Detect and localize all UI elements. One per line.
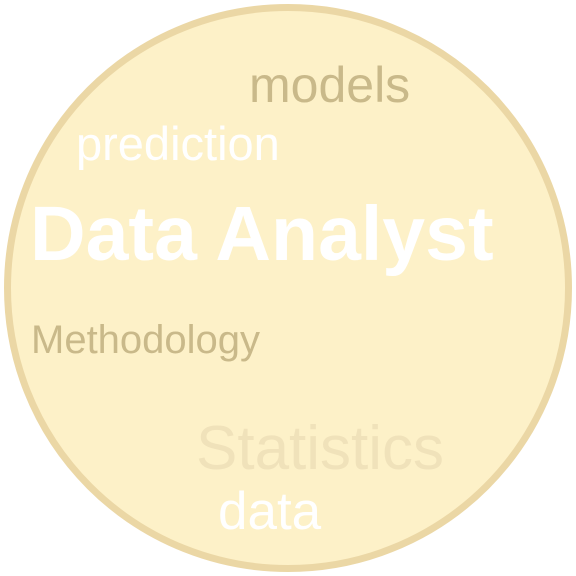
word-prediction: prediction — [76, 117, 280, 170]
word-data: data — [218, 482, 322, 541]
word-models: models — [249, 57, 411, 113]
word-statistics: Statistics — [196, 414, 445, 483]
circle-background — [4, 4, 572, 572]
title-data-analyst: Data Analyst — [30, 191, 494, 277]
word-methodology: Methodology — [31, 318, 261, 362]
